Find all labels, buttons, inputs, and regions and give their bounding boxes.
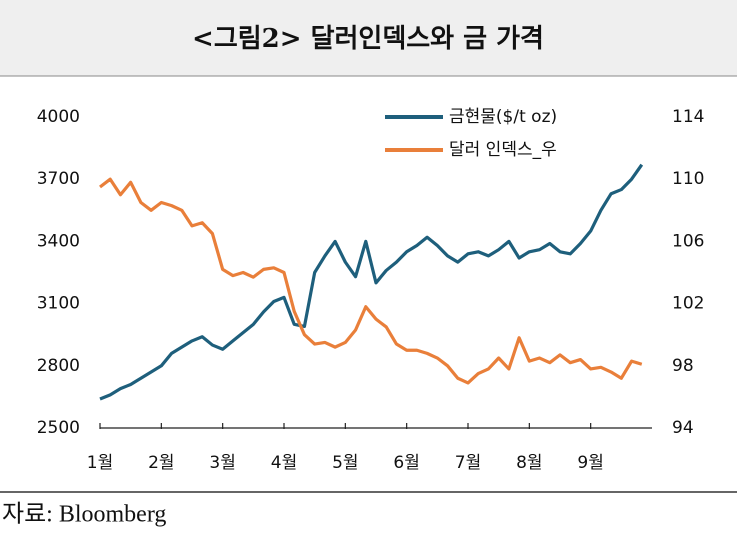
x-tick-label: 8월 <box>516 453 542 473</box>
y-tick-label: 2500 <box>37 418 80 438</box>
source: 자료: Bloomberg <box>2 501 166 528</box>
x-tick-label: 7월 <box>455 453 481 473</box>
y2-tick-label: 110 <box>672 169 704 189</box>
series-line <box>99 177 643 385</box>
y-tick-label: 3100 <box>37 294 80 314</box>
x-tick-label: 6월 <box>393 453 419 473</box>
x-tick-label: 4월 <box>271 453 297 473</box>
chart-title: <그림2> 달러인덱스와 금 가격 <box>192 24 544 54</box>
y2-tick-label: 102 <box>672 294 704 314</box>
x-tick-label: 9월 <box>577 453 603 473</box>
legend-label: 금현물($/t oz) <box>449 107 557 127</box>
legend-label: 달러 인덱스_우 <box>449 140 557 160</box>
y-tick-label: 3400 <box>37 231 80 251</box>
title-band <box>0 0 737 76</box>
y2-tick-label: 114 <box>672 107 704 127</box>
y-tick-label: 3700 <box>37 169 80 189</box>
y-tick-label: 4000 <box>37 107 80 127</box>
x-tick-label: 3월 <box>209 453 235 473</box>
x-tick-label: 1월 <box>87 453 113 473</box>
x-tick-label: 5월 <box>332 453 358 473</box>
y2-tick-label: 98 <box>672 356 694 376</box>
y2-tick-label: 94 <box>672 418 694 438</box>
series-line <box>99 163 644 401</box>
y-tick-label: 2800 <box>37 356 80 376</box>
y2-tick-label: 106 <box>672 231 704 251</box>
x-tick-label: 2월 <box>148 453 174 473</box>
